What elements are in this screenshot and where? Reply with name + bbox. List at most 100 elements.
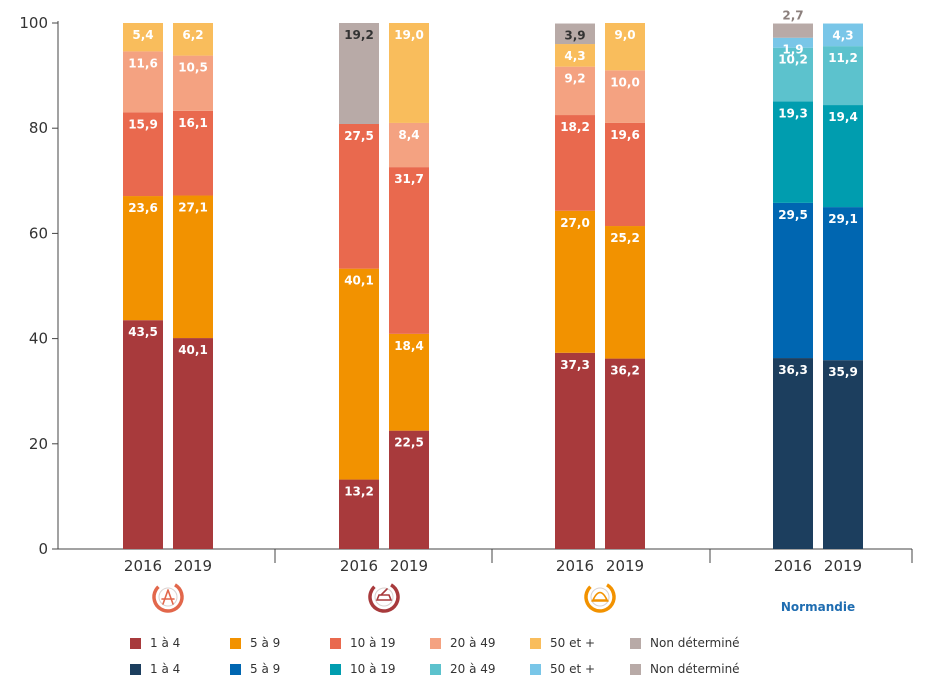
bar-value-label: 23,6 bbox=[128, 201, 158, 215]
legend-swatch bbox=[230, 637, 241, 649]
bar-value-label: 18,2 bbox=[560, 120, 590, 134]
legend-item: 50 et + bbox=[530, 662, 630, 676]
bar-value-label: 36,2 bbox=[610, 364, 640, 378]
x-year-label: 2016 bbox=[340, 557, 378, 575]
bar-segment bbox=[123, 320, 163, 549]
bar-segment bbox=[823, 23, 863, 47]
bar-value-label: 11,2 bbox=[828, 51, 858, 65]
bar-segment bbox=[173, 110, 213, 196]
bar-segment bbox=[605, 122, 645, 227]
bar-value-label: 10,5 bbox=[178, 61, 208, 75]
legend-item: 10 à 19 bbox=[330, 636, 430, 650]
bar-value-label: 27,0 bbox=[560, 216, 590, 230]
bar-value-label: 19,0 bbox=[394, 28, 424, 42]
bar-value-label: 43,5 bbox=[128, 325, 158, 339]
bar-value-label: 6,2 bbox=[182, 28, 203, 42]
bar-segment bbox=[773, 23, 813, 38]
legend-item: 20 à 49 bbox=[430, 636, 530, 650]
bar-value-label: 27,5 bbox=[344, 129, 374, 143]
bar-segment bbox=[773, 202, 813, 359]
legend-label: 1 à 4 bbox=[150, 662, 181, 676]
group-label-region: Normandie bbox=[781, 600, 855, 614]
bar-value-label: 29,5 bbox=[778, 208, 808, 222]
legend-swatch bbox=[230, 663, 241, 675]
bar-segment bbox=[823, 46, 863, 106]
bar-value-label: 19,2 bbox=[344, 28, 374, 42]
bar-value-label: 3,9 bbox=[564, 29, 585, 43]
legend-swatch bbox=[630, 663, 641, 675]
bar-value-label: 10,0 bbox=[610, 75, 640, 89]
bar-value-label: 9,2 bbox=[564, 72, 585, 86]
bar-segment bbox=[823, 360, 863, 549]
legend-label: 50 et + bbox=[550, 662, 596, 676]
legend-item: 5 à 9 bbox=[230, 662, 330, 676]
bar-segment bbox=[389, 430, 429, 549]
legend-swatch bbox=[330, 663, 341, 675]
bar-segment bbox=[389, 167, 429, 334]
bar-value-label: 13,2 bbox=[344, 485, 374, 499]
bar-segment bbox=[555, 352, 595, 549]
legend-swatch bbox=[330, 637, 341, 649]
x-year-label: 2019 bbox=[174, 557, 212, 575]
bar-value-label: 4,3 bbox=[832, 29, 853, 43]
bar-segment bbox=[555, 66, 595, 116]
bar-segment bbox=[773, 37, 813, 48]
bar-segment bbox=[555, 23, 595, 45]
bar-segment bbox=[605, 23, 645, 71]
bar-value-label: 40,1 bbox=[344, 274, 374, 288]
x-year-label: 2019 bbox=[390, 557, 428, 575]
bar-segment bbox=[555, 115, 595, 211]
bar-value-label: 16,1 bbox=[178, 116, 208, 130]
legend-item: 10 à 19 bbox=[330, 662, 430, 676]
legend-item: Non déterminé bbox=[630, 662, 770, 676]
bar-segment bbox=[605, 358, 645, 549]
bar-segment bbox=[389, 122, 429, 168]
y-tick-label: 80 bbox=[29, 119, 48, 137]
y-tick-label: 60 bbox=[29, 224, 48, 242]
bar-segment bbox=[555, 44, 595, 67]
bar-segment bbox=[339, 23, 379, 124]
bar-segment bbox=[773, 358, 813, 549]
legend-item: Non déterminé bbox=[630, 636, 770, 650]
bar-value-label: 19,4 bbox=[828, 110, 858, 124]
bar-segment bbox=[773, 47, 813, 102]
legend-swatch bbox=[530, 663, 541, 675]
bar-segment bbox=[123, 112, 163, 197]
x-year-label: 2016 bbox=[556, 557, 594, 575]
architect-compass-icon bbox=[152, 581, 184, 613]
legend-label: 20 à 49 bbox=[450, 662, 496, 676]
legend-label: Non déterminé bbox=[650, 662, 740, 676]
legend-swatch bbox=[530, 637, 541, 649]
legend-label: 10 à 19 bbox=[350, 662, 396, 676]
bar-value-label: 10,2 bbox=[778, 53, 808, 67]
bar-value-label: 8,4 bbox=[398, 128, 419, 142]
bar-segment bbox=[123, 23, 163, 52]
bar-segment bbox=[339, 123, 379, 269]
x-year-label: 2016 bbox=[774, 557, 812, 575]
bar-value-label: 5,4 bbox=[132, 28, 153, 42]
car-repair-icon bbox=[368, 581, 400, 613]
bar-value-label: 36,3 bbox=[778, 363, 808, 377]
legend-label: Non déterminé bbox=[650, 636, 740, 650]
bar-segment bbox=[173, 338, 213, 549]
bar-value-label: 19,3 bbox=[778, 106, 808, 120]
bar-segment bbox=[823, 105, 863, 208]
y-tick-label: 0 bbox=[38, 540, 48, 558]
bar-value-label: 18,4 bbox=[394, 339, 424, 353]
legend-label: 5 à 9 bbox=[250, 662, 281, 676]
bar-segment bbox=[173, 55, 213, 111]
legend-item: 20 à 49 bbox=[430, 662, 530, 676]
legend-label: 5 à 9 bbox=[250, 636, 281, 650]
legend-swatch bbox=[630, 637, 641, 649]
bar-value-label: 19,6 bbox=[610, 128, 640, 142]
bar-value-label: 27,1 bbox=[178, 201, 208, 215]
legend-swatch bbox=[130, 637, 141, 649]
bar-value-label: 37,3 bbox=[560, 358, 590, 372]
bar-value-label: 35,9 bbox=[828, 365, 858, 379]
legend-item: 1 à 4 bbox=[130, 636, 230, 650]
bar-segment bbox=[605, 226, 645, 359]
bar-segment bbox=[339, 268, 379, 480]
x-year-label: 2019 bbox=[606, 557, 644, 575]
y-tick-label: 100 bbox=[19, 14, 48, 32]
